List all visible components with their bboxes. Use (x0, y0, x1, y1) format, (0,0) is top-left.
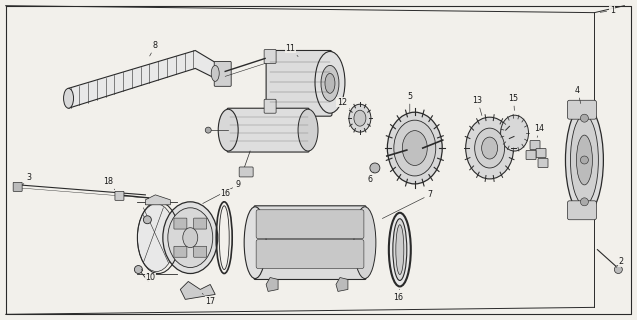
FancyBboxPatch shape (538, 158, 548, 167)
Ellipse shape (394, 120, 436, 176)
FancyBboxPatch shape (214, 61, 231, 86)
FancyBboxPatch shape (526, 150, 536, 159)
FancyBboxPatch shape (194, 246, 206, 257)
Circle shape (580, 198, 589, 206)
Circle shape (580, 156, 589, 164)
Ellipse shape (466, 117, 513, 179)
Text: 9: 9 (203, 180, 241, 204)
FancyBboxPatch shape (568, 100, 596, 119)
FancyBboxPatch shape (239, 167, 253, 177)
Ellipse shape (211, 65, 219, 81)
Text: 18: 18 (103, 177, 115, 190)
Ellipse shape (475, 128, 505, 168)
Polygon shape (69, 51, 230, 108)
FancyBboxPatch shape (568, 201, 596, 220)
Ellipse shape (298, 109, 318, 151)
Text: 13: 13 (473, 96, 483, 116)
Ellipse shape (354, 207, 376, 278)
FancyBboxPatch shape (530, 140, 540, 149)
FancyBboxPatch shape (194, 218, 206, 229)
Ellipse shape (64, 88, 73, 108)
Polygon shape (145, 195, 170, 205)
Ellipse shape (403, 131, 427, 165)
Ellipse shape (244, 207, 266, 278)
Ellipse shape (168, 208, 213, 268)
Ellipse shape (349, 104, 371, 132)
Polygon shape (180, 282, 215, 300)
Text: 2: 2 (617, 257, 624, 268)
Ellipse shape (183, 228, 197, 248)
FancyBboxPatch shape (536, 148, 546, 157)
FancyBboxPatch shape (256, 210, 364, 239)
Text: 1: 1 (600, 6, 615, 15)
Ellipse shape (354, 110, 366, 126)
FancyBboxPatch shape (264, 99, 276, 113)
Text: 14: 14 (534, 124, 545, 137)
Ellipse shape (325, 73, 335, 93)
FancyBboxPatch shape (174, 218, 187, 229)
Ellipse shape (389, 213, 411, 286)
Ellipse shape (138, 204, 175, 271)
Text: 8: 8 (150, 41, 158, 56)
Ellipse shape (566, 105, 603, 215)
Ellipse shape (482, 137, 497, 159)
FancyBboxPatch shape (266, 51, 332, 116)
Text: 10: 10 (141, 269, 155, 282)
FancyBboxPatch shape (13, 182, 22, 191)
Polygon shape (266, 277, 278, 292)
Ellipse shape (396, 225, 404, 275)
Text: 12: 12 (337, 98, 350, 108)
FancyBboxPatch shape (256, 240, 364, 268)
FancyBboxPatch shape (115, 191, 124, 200)
Text: 6: 6 (368, 172, 374, 184)
Ellipse shape (501, 115, 529, 151)
Text: 16: 16 (393, 289, 403, 302)
FancyBboxPatch shape (227, 108, 309, 152)
Text: 7: 7 (382, 190, 433, 219)
Text: 11: 11 (285, 44, 298, 56)
Text: 3: 3 (23, 173, 31, 185)
Polygon shape (336, 277, 348, 292)
Circle shape (134, 266, 143, 274)
Ellipse shape (576, 135, 592, 185)
Circle shape (370, 163, 380, 173)
Circle shape (580, 114, 589, 122)
Ellipse shape (321, 65, 339, 101)
Ellipse shape (393, 219, 407, 280)
FancyBboxPatch shape (264, 50, 276, 63)
Ellipse shape (387, 112, 442, 184)
Text: 4: 4 (575, 86, 581, 104)
Ellipse shape (218, 109, 238, 151)
Ellipse shape (571, 115, 598, 205)
Circle shape (143, 216, 152, 224)
FancyBboxPatch shape (174, 246, 187, 257)
FancyBboxPatch shape (254, 206, 366, 279)
Circle shape (205, 127, 211, 133)
Ellipse shape (163, 202, 218, 274)
Text: 16: 16 (220, 189, 230, 202)
Text: 17: 17 (202, 293, 215, 306)
Circle shape (614, 266, 622, 274)
Text: 5: 5 (407, 92, 412, 112)
Ellipse shape (315, 52, 345, 113)
Text: 15: 15 (508, 94, 519, 110)
